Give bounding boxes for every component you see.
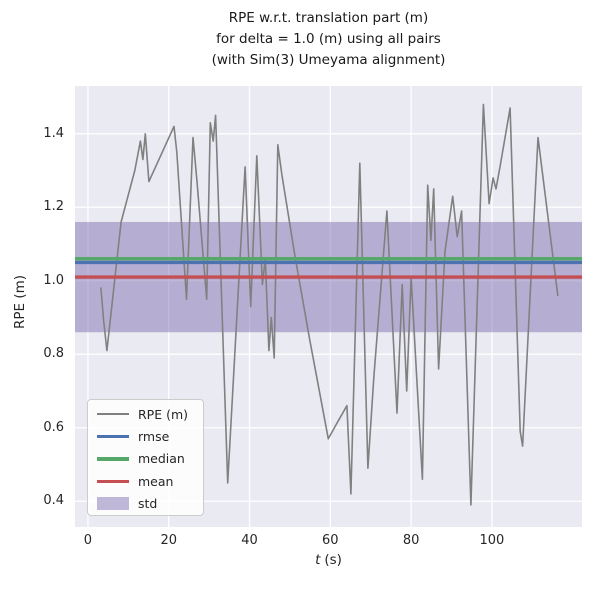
legend: RPE (m) rmse median mean std <box>87 399 204 516</box>
y-tick-label: 0.4 <box>43 493 64 509</box>
legend-label: mean <box>138 473 174 489</box>
x-axis-label-symbol: t <box>315 552 321 568</box>
rpe-line <box>100 103 559 506</box>
legend-swatch-patch <box>97 497 129 511</box>
chart-title-line1: RPE w.r.t. translation part (m) <box>228 10 429 26</box>
legend-label: rmse <box>138 429 170 445</box>
chart-title-line3: (with Sim(3) Umeyama alignment) <box>211 52 446 68</box>
legend-label: median <box>138 451 185 467</box>
y-tick-label: 0.8 <box>43 346 64 362</box>
legend-label: RPE (m) <box>138 406 189 422</box>
legend-swatch-thickline <box>97 479 129 484</box>
legend-item-rmse: rmse <box>97 425 203 447</box>
y-tick-label: 1.0 <box>43 272 64 288</box>
x-tick-label: 40 <box>241 533 258 548</box>
y-tick-label: 1.2 <box>43 199 64 215</box>
x-axis-label-unit: (s) <box>324 552 342 568</box>
legend-item-rpe-m-: RPE (m) <box>97 403 203 425</box>
chart-title: RPE w.r.t. translation part (m) for delt… <box>75 8 582 71</box>
legend-label: std <box>138 496 158 512</box>
legend-item-mean: mean <box>97 470 203 492</box>
y-axis-label-text: RPE (m) <box>12 274 28 330</box>
x-axis-label: t (s) <box>75 552 582 568</box>
x-tick-label: 20 <box>160 533 177 548</box>
legend-swatch-thickline <box>97 457 129 461</box>
y-tick-label: 1.4 <box>43 125 64 141</box>
chart-title-line2: for delta = 1.0 (m) using all pairs <box>216 31 441 47</box>
legend-swatch-thickline <box>97 434 129 439</box>
legend-swatch-line <box>97 413 129 415</box>
x-tick-label: 0 <box>83 533 93 548</box>
y-tick-label: 0.6 <box>43 419 64 435</box>
legend-item-std: std <box>97 493 203 515</box>
legend-item-median: median <box>97 448 203 470</box>
x-tick-label: 60 <box>322 533 339 548</box>
x-tick-label: 80 <box>402 533 420 548</box>
x-tick-label: 100 <box>479 533 505 548</box>
